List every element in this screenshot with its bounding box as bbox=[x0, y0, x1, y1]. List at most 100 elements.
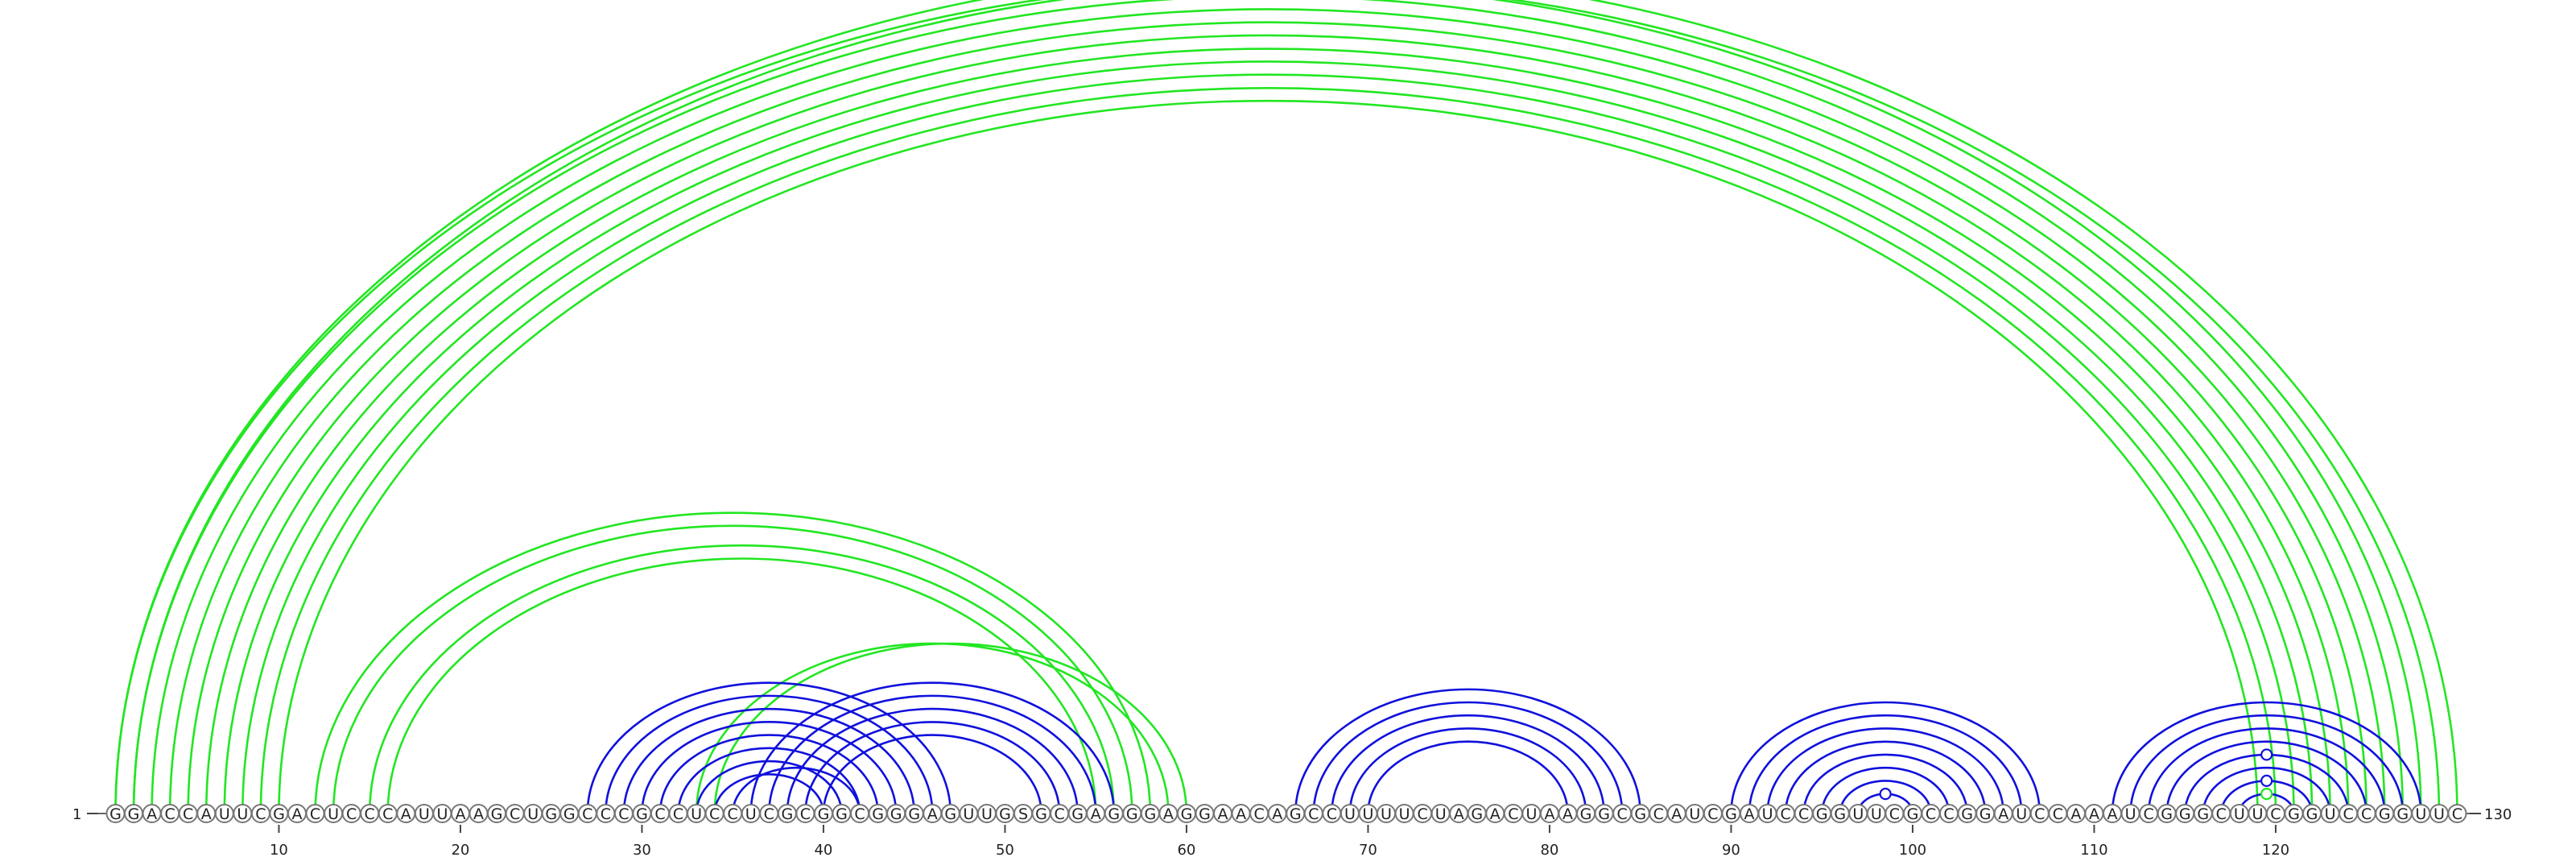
nucleotide: U bbox=[1340, 804, 1360, 823]
nucleotide-letter: U bbox=[419, 805, 430, 823]
nucleotide-letter: G bbox=[1598, 805, 1610, 823]
base-pair-arc bbox=[1748, 714, 2023, 814]
axis-tick-label: 10 bbox=[270, 842, 288, 857]
nucleotide-letter: G bbox=[872, 805, 884, 823]
nucleotide: A bbox=[196, 804, 217, 823]
nucleotide: G bbox=[813, 804, 833, 823]
nucleotide: G bbox=[632, 804, 652, 823]
nucleotide: C bbox=[759, 804, 779, 823]
base-pair-arc bbox=[1730, 701, 2041, 814]
nucleotide-letter: C bbox=[346, 805, 357, 823]
nucleotide: U bbox=[1521, 804, 1542, 823]
nucleotide: C bbox=[2048, 804, 2068, 823]
base-pair-arc bbox=[658, 734, 879, 814]
nucleotide-letter: G bbox=[2306, 805, 2318, 823]
nucleotide-letter: G bbox=[1471, 805, 1483, 823]
nucleotide: A bbox=[1158, 804, 1179, 823]
base-pair-arc bbox=[586, 681, 952, 814]
nucleotide-letter: U bbox=[981, 805, 993, 823]
nucleotide: C bbox=[1050, 804, 1070, 823]
axis-tick-label: 90 bbox=[1722, 842, 1740, 857]
nucleotide: U bbox=[741, 804, 761, 823]
nucleotide-letter: C bbox=[673, 805, 683, 823]
nucleotide-letter: C bbox=[1943, 805, 1954, 823]
nucleotide-letter: U bbox=[436, 805, 448, 823]
base-pair-arc bbox=[170, 23, 2367, 814]
nucleotide-circle bbox=[2447, 804, 2467, 823]
nucleotide: G bbox=[995, 804, 1015, 823]
nucleotide-letter: C bbox=[1780, 805, 1790, 823]
base-pair-arc bbox=[1784, 740, 1987, 814]
nucleotide: U bbox=[976, 804, 997, 823]
nucleotide-letter: A bbox=[1091, 805, 1101, 823]
base-pair-arcs bbox=[116, 0, 2458, 814]
base-pair-arc bbox=[151, 8, 2386, 814]
base-pair-arc bbox=[731, 766, 861, 814]
nucleotide-letter: C bbox=[1889, 805, 1900, 823]
nucleotide-letter: G bbox=[1634, 805, 1646, 823]
nucleotide-letter: A bbox=[1671, 805, 1682, 823]
nucleotide-letter: G bbox=[2288, 805, 2300, 823]
nucleotide-letter: U bbox=[527, 805, 539, 823]
nucleotide: G bbox=[940, 804, 960, 823]
nucleotide: A bbox=[469, 804, 489, 823]
nucleotide-letter: C bbox=[764, 805, 774, 823]
nucleotide: S bbox=[1013, 804, 1033, 823]
base-pair-arc bbox=[187, 34, 2350, 814]
nucleotide-letter: U bbox=[1525, 805, 1537, 823]
sequence-end-label: 130 bbox=[2484, 806, 2512, 823]
nucleotide: U bbox=[214, 804, 234, 823]
nucleotide-letter: C bbox=[1308, 805, 1319, 823]
base-pair-arc bbox=[605, 694, 934, 814]
base-pair-arc bbox=[206, 49, 2330, 814]
base-pair-arc bbox=[332, 524, 1133, 814]
nucleotide-letter: U bbox=[1362, 805, 1373, 823]
nucleotide: C bbox=[378, 804, 398, 823]
base-pair-arc bbox=[261, 88, 2276, 814]
nucleotide: G bbox=[1122, 804, 1142, 823]
nucleotide: G bbox=[1286, 804, 1306, 823]
axis-tick-label: 100 bbox=[1899, 842, 1926, 857]
nucleotide: U bbox=[2320, 804, 2340, 823]
nucleotide: U bbox=[1848, 804, 1868, 823]
nucleotide: A bbox=[1993, 804, 2013, 823]
axis-tick-label: 110 bbox=[2080, 842, 2107, 857]
nucleotide-letter: U bbox=[2125, 805, 2136, 823]
nucleotide: G bbox=[1031, 804, 1051, 823]
nucleotide-letter: G bbox=[1144, 805, 1156, 823]
nucleotide-letter: U bbox=[237, 805, 248, 823]
nucleotide: U bbox=[414, 804, 434, 823]
nucleotide: C bbox=[2139, 804, 2159, 823]
nucleotide: C bbox=[650, 804, 670, 823]
nucleotide-letter: U bbox=[2415, 805, 2426, 823]
nucleotide: C bbox=[1885, 804, 1905, 823]
nucleotide: C bbox=[2265, 804, 2285, 823]
nucleotide: G bbox=[1067, 804, 1088, 823]
nucleotide: C bbox=[1303, 804, 1323, 823]
nucleotide-letter: C bbox=[601, 805, 611, 823]
base-pair-arc bbox=[314, 511, 1152, 814]
nucleotide-letter: A bbox=[201, 805, 212, 823]
nucleotide: U bbox=[523, 804, 543, 823]
nucleotide: A bbox=[396, 804, 416, 823]
nucleotide-letter: U bbox=[2325, 805, 2336, 823]
nucleotide-letter: A bbox=[1544, 805, 1554, 823]
nucleotide-letter: C bbox=[1254, 805, 1265, 823]
nucleotide-letter: A bbox=[927, 805, 938, 823]
nucleotide: A bbox=[1485, 804, 1505, 823]
nucleotide-letter: C bbox=[1417, 805, 1427, 823]
nucleotide-letter: U bbox=[1852, 805, 1864, 823]
nucleotide-letter: G bbox=[128, 805, 140, 823]
nucleotide: G bbox=[1812, 804, 1832, 823]
nucleotide: U bbox=[2229, 804, 2249, 823]
nucleotide-letter: A bbox=[1744, 805, 1755, 823]
nucleotide: U bbox=[687, 804, 707, 823]
nucleotide: G bbox=[1576, 804, 1596, 823]
base-pair-arc bbox=[134, 0, 2403, 814]
axis-tick-label: 20 bbox=[451, 842, 469, 857]
base-pair-arc bbox=[1839, 780, 1932, 814]
nucleotide: C bbox=[577, 804, 597, 823]
nucleotide-letter: A bbox=[1998, 805, 2008, 823]
base-pair-arc bbox=[786, 707, 1079, 814]
